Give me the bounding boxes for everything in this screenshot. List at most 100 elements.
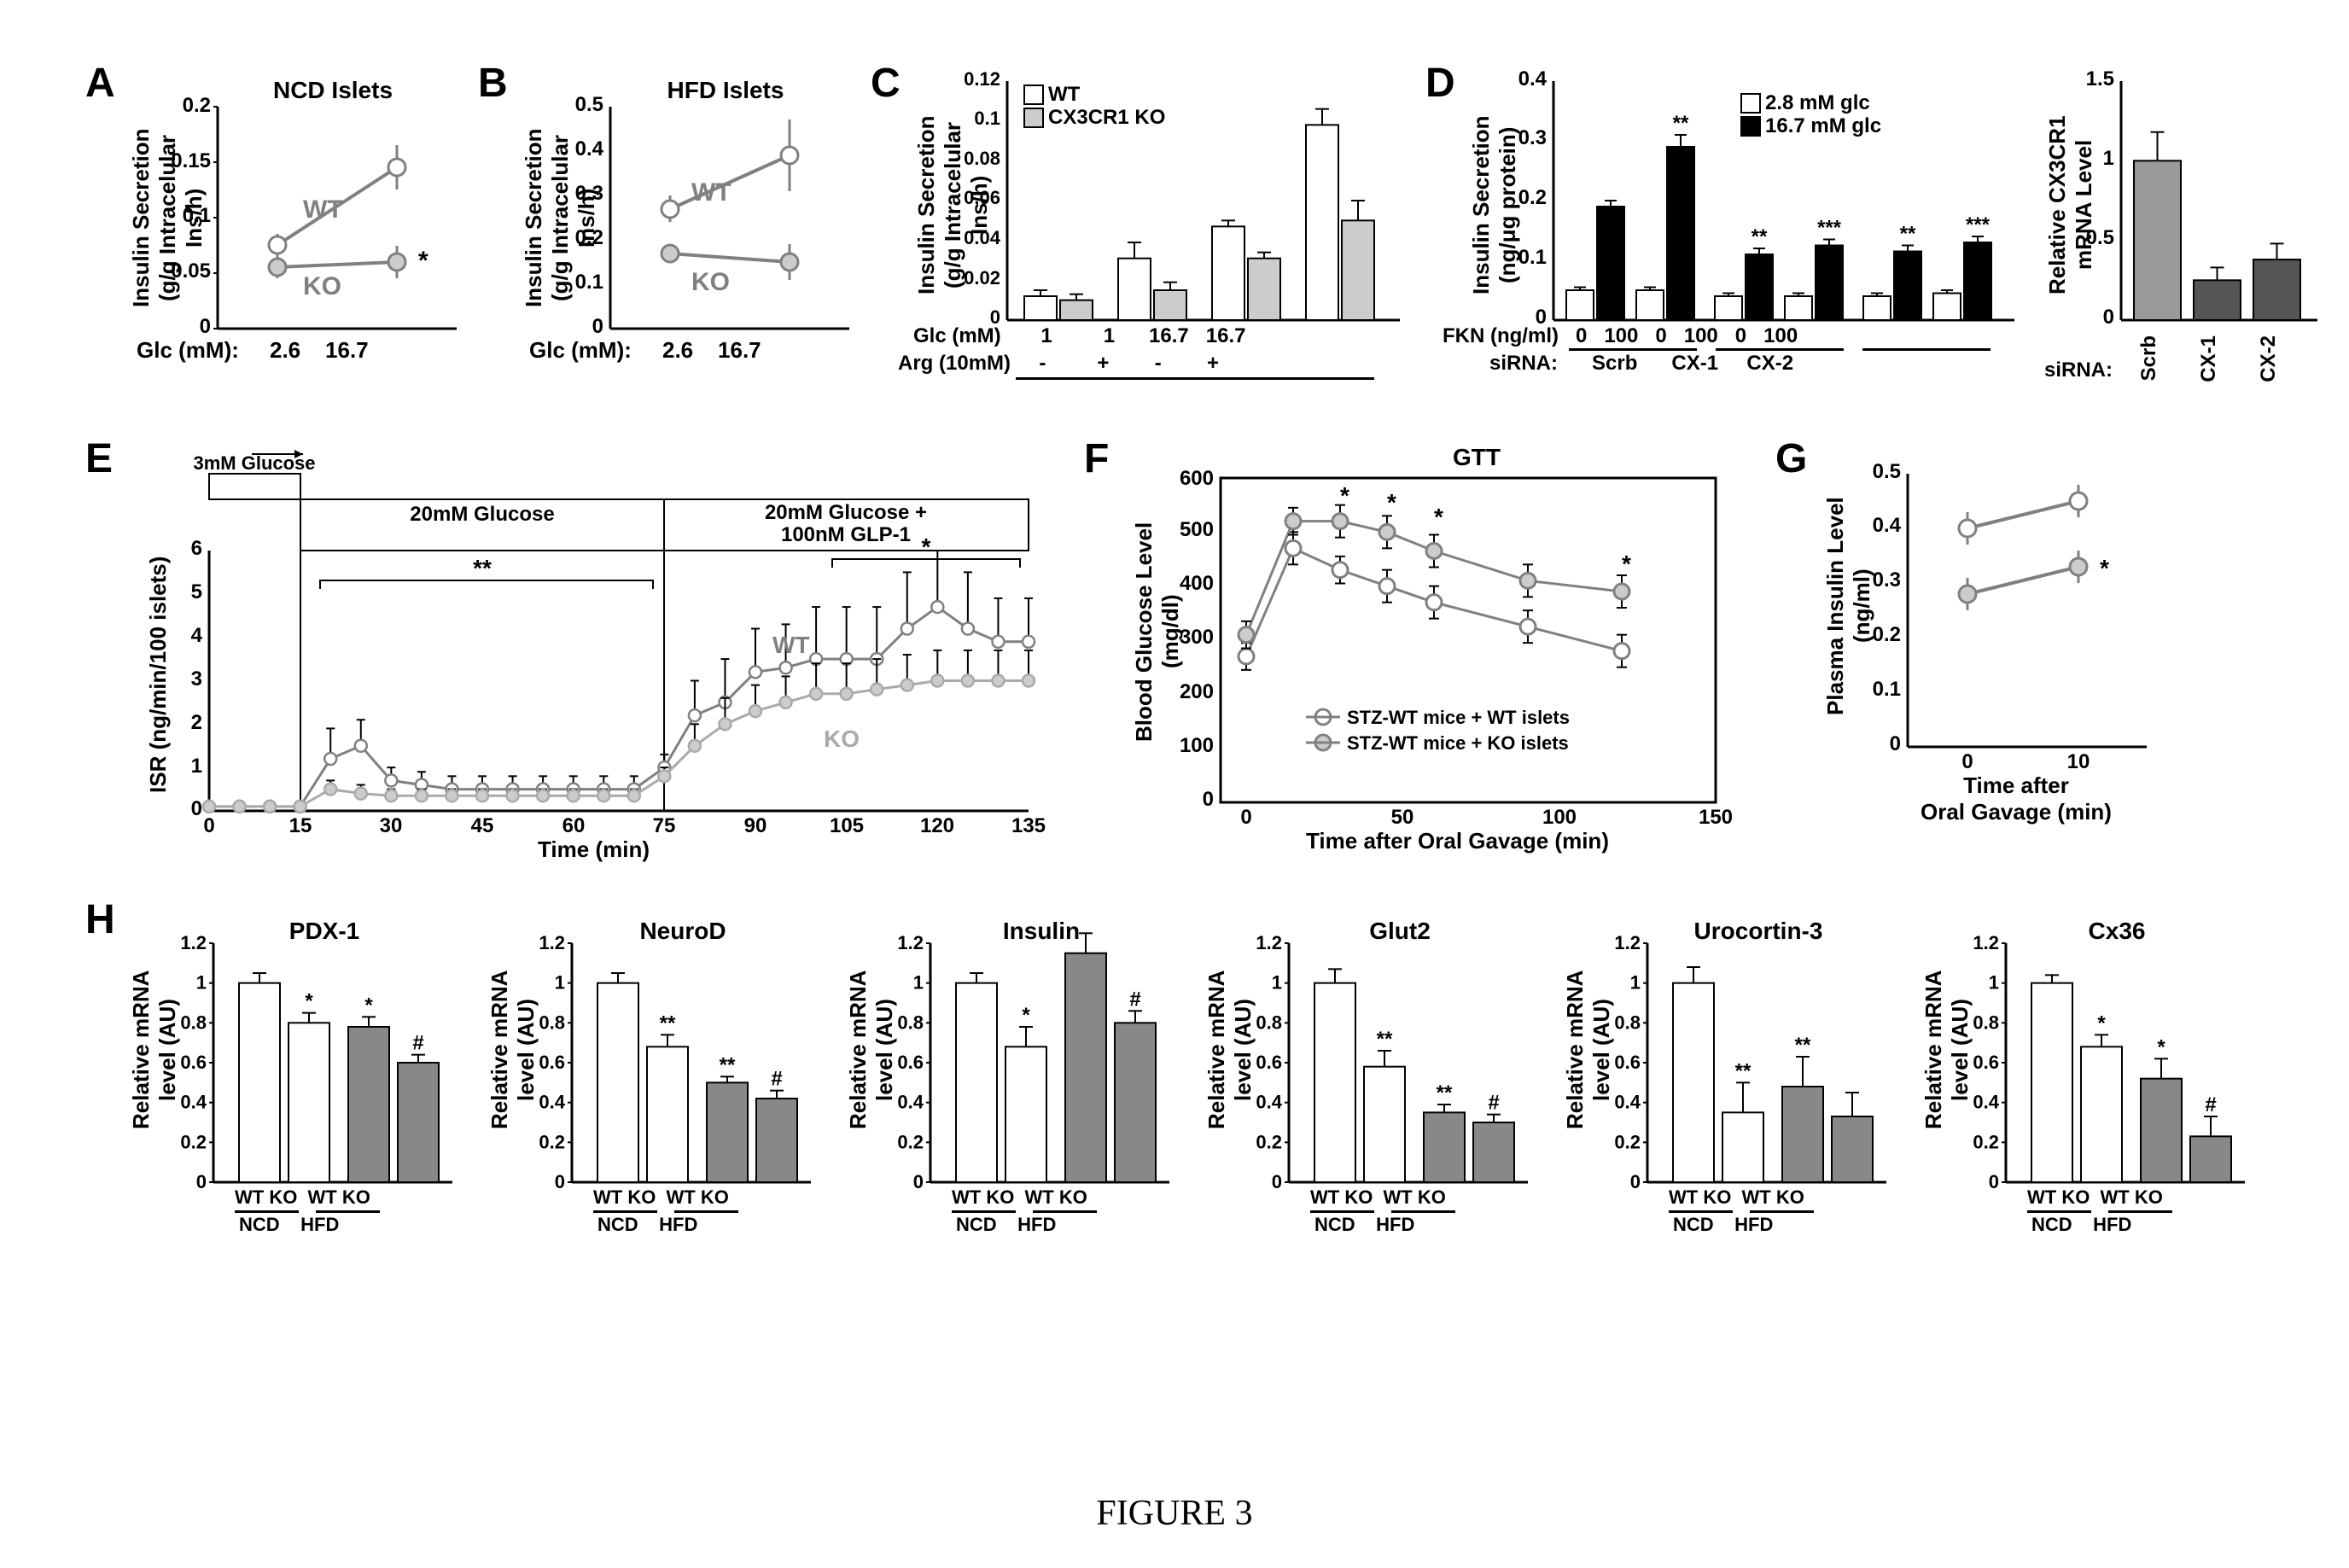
svg-text:45: 45 — [471, 814, 494, 837]
panel-h-label: H — [85, 896, 115, 943]
svg-text:0.4: 0.4 — [1518, 67, 1548, 90]
panel-h-ylabel: Relative mRNAlevel (AU) — [1204, 947, 1256, 1152]
panel-h-ylabel: Relative mRNAlevel (AU) — [487, 947, 539, 1152]
svg-text:0.05: 0.05 — [171, 259, 211, 283]
svg-text:0.2: 0.2 — [1256, 1131, 1282, 1152]
svg-text:0.4: 0.4 — [1873, 514, 1902, 537]
svg-text:0.4: 0.4 — [575, 137, 604, 160]
panel-g-label: G — [1775, 435, 1807, 482]
svg-text:0.2: 0.2 — [180, 1131, 207, 1152]
panel-h-chart-0: Relative mRNAlevel (AU) PDX-100.20.40.60.… — [128, 913, 487, 1255]
svg-text:WT: WT — [772, 632, 810, 658]
svg-text:0.8: 0.8 — [539, 1011, 565, 1033]
panel-f: GTT Blood Glucose Level(mg/dl) 0100200 3… — [1135, 444, 1733, 871]
panel-h-ylabel: Relative mRNAlevel (AU) — [1562, 947, 1615, 1152]
svg-text:*: * — [1434, 504, 1443, 530]
svg-text:0.15: 0.15 — [171, 149, 211, 172]
panel-h-xticks: WT KO WT KO — [952, 1186, 1087, 1209]
panel-h-subtitle: Cx36 — [2006, 918, 2228, 945]
svg-text:*: * — [2157, 1035, 2165, 1058]
svg-text:150: 150 — [1699, 806, 1733, 829]
svg-text:135: 135 — [1011, 814, 1046, 837]
svg-text:*: * — [1340, 482, 1349, 509]
svg-text:0.6: 0.6 — [539, 1052, 565, 1073]
svg-text:**: ** — [473, 555, 492, 581]
svg-text:0: 0 — [1890, 732, 1901, 755]
svg-text:1: 1 — [1272, 972, 1282, 994]
svg-text:0.1: 0.1 — [575, 271, 603, 294]
svg-text:0.6: 0.6 — [180, 1052, 207, 1073]
panel-g-ylabel: Plasma Insulin Level(ng/ml) — [1822, 487, 1875, 726]
svg-text:CX-1: CX-1 — [2197, 335, 2220, 382]
svg-text:***: *** — [1966, 213, 1991, 236]
panel-h-conditions: NCD HFD — [956, 1214, 1056, 1236]
svg-text:*: * — [922, 533, 931, 560]
panel-c-label: C — [871, 60, 901, 107]
panel-h-ylabel: Relative mRNAlevel (AU) — [128, 947, 181, 1152]
svg-text:0.1: 0.1 — [1873, 678, 1901, 701]
svg-text:100: 100 — [1542, 806, 1577, 829]
svg-text:0.8: 0.8 — [1973, 1011, 1999, 1033]
svg-text:30: 30 — [380, 814, 403, 837]
svg-text:0.8: 0.8 — [180, 1011, 207, 1033]
panel-h-svg: 00.20.40.60.811.2**# — [2006, 943, 2262, 1191]
panel-f-title: GTT — [1221, 444, 1733, 471]
panel-h-svg: 00.20.40.60.811.2*# — [930, 943, 1186, 1191]
svg-text:STZ-WT mice + WT islets: STZ-WT mice + WT islets — [1347, 707, 1570, 728]
panel-h-conditions: NCD HFD — [2031, 1214, 2131, 1236]
panel-h-conditions: NCD HFD — [1673, 1214, 1773, 1236]
svg-text:105: 105 — [830, 814, 864, 837]
svg-text:0: 0 — [913, 1171, 924, 1192]
svg-text:0: 0 — [1630, 1171, 1641, 1192]
svg-text:#: # — [1129, 988, 1140, 1011]
svg-text:0.2: 0.2 — [1614, 1131, 1641, 1152]
svg-text:0.6: 0.6 — [1256, 1052, 1282, 1073]
panel-e-xlabel: Time (min) — [538, 836, 650, 863]
svg-text:0: 0 — [1240, 806, 1251, 829]
svg-text:0.02: 0.02 — [964, 267, 1000, 289]
svg-text:#: # — [771, 1068, 782, 1091]
panel-h-xticks: WT KO WT KO — [1310, 1186, 1446, 1209]
panel-d-right-ylabel: Relative CX3CR1mRNA Level — [2044, 102, 2097, 307]
svg-text:120: 120 — [920, 814, 954, 837]
svg-text:0.06: 0.06 — [964, 187, 1000, 208]
svg-text:0.6: 0.6 — [1614, 1052, 1641, 1073]
svg-text:**: ** — [1377, 1028, 1393, 1051]
svg-text:**: ** — [1752, 225, 1768, 248]
panel-c-underline — [1016, 377, 1374, 380]
svg-text:STZ-WT mice + KO islets: STZ-WT mice + KO islets — [1347, 732, 1569, 754]
svg-text:300: 300 — [1180, 626, 1214, 649]
panel-a: NCD Islets Insulin Secretion(g/g Intrace… — [137, 77, 461, 384]
svg-text:1: 1 — [913, 972, 924, 994]
svg-text:0.1: 0.1 — [1518, 246, 1547, 269]
svg-text:*: * — [1622, 551, 1631, 577]
panel-h-svg: 00.20.40.60.811.2**# — [213, 943, 469, 1191]
panel-h-subtitle: PDX-1 — [213, 918, 435, 945]
panel-c: Insulin Secretion(g/g Intracelular Ins/h… — [922, 68, 1400, 401]
svg-text:20mM Glucose: 20mM Glucose — [410, 503, 554, 526]
svg-text:*: * — [1022, 1004, 1030, 1027]
svg-text:0.5: 0.5 — [1873, 460, 1901, 483]
svg-text:0.3: 0.3 — [575, 182, 603, 205]
svg-text:0.6: 0.6 — [897, 1052, 924, 1073]
svg-text:5: 5 — [191, 580, 202, 603]
svg-text:***: *** — [1817, 217, 1842, 240]
svg-text:0.3: 0.3 — [1518, 126, 1547, 149]
svg-text:0.2: 0.2 — [539, 1131, 565, 1152]
panel-h-ylabel: Relative mRNAlevel (AU) — [845, 947, 898, 1152]
panel-b-chart: 0 0.1 0.2 0.3 0.4 0.5 WT KO — [610, 107, 849, 329]
svg-text:0.2: 0.2 — [183, 94, 211, 117]
panel-h-chart-2: Relative mRNAlevel (AU)Insulin00.20.40.6… — [845, 913, 1204, 1255]
svg-text:**: ** — [1735, 1059, 1752, 1082]
panel-d-right-xlabels: Scrb CX-1 CX-2 — [2121, 323, 2317, 391]
panel-e-ylabel: ISR (ng/min/100 islets) — [145, 546, 172, 802]
svg-text:*: * — [418, 247, 428, 275]
svg-text:200: 200 — [1180, 680, 1214, 703]
svg-text:60: 60 — [562, 814, 586, 837]
panel-b: HFD Islets Insulin Secretion(g/g Intrace… — [529, 77, 854, 384]
svg-text:3: 3 — [191, 667, 202, 691]
panel-h-subtitle: Glut2 — [1289, 918, 1511, 945]
svg-text:KO: KO — [303, 272, 341, 300]
svg-text:2: 2 — [191, 711, 202, 734]
panel-b-label: B — [478, 60, 508, 107]
